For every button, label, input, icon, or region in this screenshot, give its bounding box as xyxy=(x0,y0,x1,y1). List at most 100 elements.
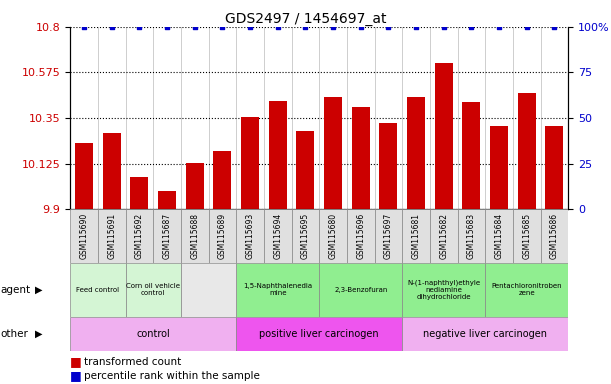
Text: GSM115684: GSM115684 xyxy=(494,213,503,259)
Point xyxy=(494,24,504,30)
Text: positive liver carcinogen: positive liver carcinogen xyxy=(260,329,379,339)
Bar xyxy=(70,209,98,263)
Bar xyxy=(103,133,121,209)
Bar xyxy=(153,209,181,263)
Text: GSM115696: GSM115696 xyxy=(356,213,365,259)
Text: GSM115695: GSM115695 xyxy=(301,213,310,259)
Bar xyxy=(513,209,541,263)
Point xyxy=(356,24,365,30)
Bar xyxy=(402,263,485,317)
Bar xyxy=(181,209,208,263)
Text: GSM115693: GSM115693 xyxy=(246,213,255,259)
Bar xyxy=(236,209,264,263)
Point xyxy=(384,24,393,30)
Point xyxy=(218,24,227,30)
Text: GSM115690: GSM115690 xyxy=(79,213,89,259)
Text: other: other xyxy=(1,329,29,339)
Text: GSM115688: GSM115688 xyxy=(190,213,199,259)
Bar xyxy=(490,126,508,209)
Bar xyxy=(181,263,236,317)
Text: GDS2497 / 1454697_at: GDS2497 / 1454697_at xyxy=(225,12,386,25)
Bar xyxy=(70,263,126,317)
Text: 1,5-Naphthalenedia
mine: 1,5-Naphthalenedia mine xyxy=(243,283,312,296)
Bar xyxy=(126,209,153,263)
Bar xyxy=(430,209,458,263)
Point xyxy=(245,24,255,30)
Bar xyxy=(130,177,148,209)
Bar xyxy=(126,263,181,317)
Text: Pentachloronitroben
zene: Pentachloronitroben zene xyxy=(491,283,562,296)
Bar xyxy=(241,117,259,209)
Bar xyxy=(518,93,536,209)
Point xyxy=(190,24,200,30)
Bar xyxy=(324,97,342,209)
Text: transformed count: transformed count xyxy=(84,357,181,367)
Point xyxy=(301,24,310,30)
Bar xyxy=(269,101,287,209)
Bar xyxy=(75,143,93,209)
Point xyxy=(467,24,477,30)
Bar xyxy=(407,97,425,209)
Point xyxy=(79,24,89,30)
Text: GSM115683: GSM115683 xyxy=(467,213,476,259)
Bar xyxy=(546,126,563,209)
Bar xyxy=(485,263,568,317)
Bar xyxy=(320,263,402,317)
Bar xyxy=(236,317,402,351)
Point xyxy=(439,24,448,30)
Text: N-(1-naphthyl)ethyle
nediamine
dihydrochloride: N-(1-naphthyl)ethyle nediamine dihydroch… xyxy=(407,280,480,300)
Bar xyxy=(485,209,513,263)
Bar xyxy=(463,102,480,209)
Text: ■: ■ xyxy=(70,369,82,382)
Bar xyxy=(213,151,232,209)
Bar xyxy=(435,63,453,209)
Text: ▶: ▶ xyxy=(35,285,43,295)
Bar xyxy=(264,209,291,263)
Bar xyxy=(208,209,236,263)
Text: Corn oil vehicle
control: Corn oil vehicle control xyxy=(126,283,180,296)
Text: ▶: ▶ xyxy=(35,329,43,339)
Text: control: control xyxy=(136,329,170,339)
Bar xyxy=(352,107,370,209)
Text: GSM115687: GSM115687 xyxy=(163,213,172,259)
Point xyxy=(522,24,532,30)
Bar xyxy=(236,263,320,317)
Bar xyxy=(458,209,485,263)
Text: GSM115697: GSM115697 xyxy=(384,213,393,259)
Bar xyxy=(291,209,320,263)
Text: GSM115680: GSM115680 xyxy=(329,213,338,259)
Point xyxy=(549,24,559,30)
Text: Feed control: Feed control xyxy=(76,287,120,293)
Text: 2,3-Benzofuran: 2,3-Benzofuran xyxy=(334,287,387,293)
Bar xyxy=(186,163,203,209)
Bar xyxy=(347,209,375,263)
Bar xyxy=(70,317,236,351)
Text: GSM115686: GSM115686 xyxy=(550,213,559,259)
Text: GSM115691: GSM115691 xyxy=(108,213,116,259)
Text: GSM115689: GSM115689 xyxy=(218,213,227,259)
Bar xyxy=(158,191,176,209)
Point xyxy=(162,24,172,30)
Text: GSM115692: GSM115692 xyxy=(135,213,144,259)
Point xyxy=(107,24,117,30)
Point xyxy=(328,24,338,30)
Text: negative liver carcinogen: negative liver carcinogen xyxy=(423,329,547,339)
Bar xyxy=(541,209,568,263)
Point xyxy=(134,24,144,30)
Bar xyxy=(379,123,397,209)
Point xyxy=(273,24,283,30)
Bar xyxy=(320,209,347,263)
Text: agent: agent xyxy=(1,285,31,295)
Text: percentile rank within the sample: percentile rank within the sample xyxy=(84,371,260,381)
Text: ■: ■ xyxy=(70,355,82,368)
Bar xyxy=(98,209,126,263)
Text: GSM115681: GSM115681 xyxy=(412,213,420,259)
Bar xyxy=(375,209,402,263)
Bar xyxy=(402,317,568,351)
Bar xyxy=(296,131,315,209)
Text: GSM115685: GSM115685 xyxy=(522,213,531,259)
Point xyxy=(411,24,421,30)
Bar xyxy=(402,209,430,263)
Text: GSM115682: GSM115682 xyxy=(439,213,448,259)
Text: GSM115694: GSM115694 xyxy=(273,213,282,259)
